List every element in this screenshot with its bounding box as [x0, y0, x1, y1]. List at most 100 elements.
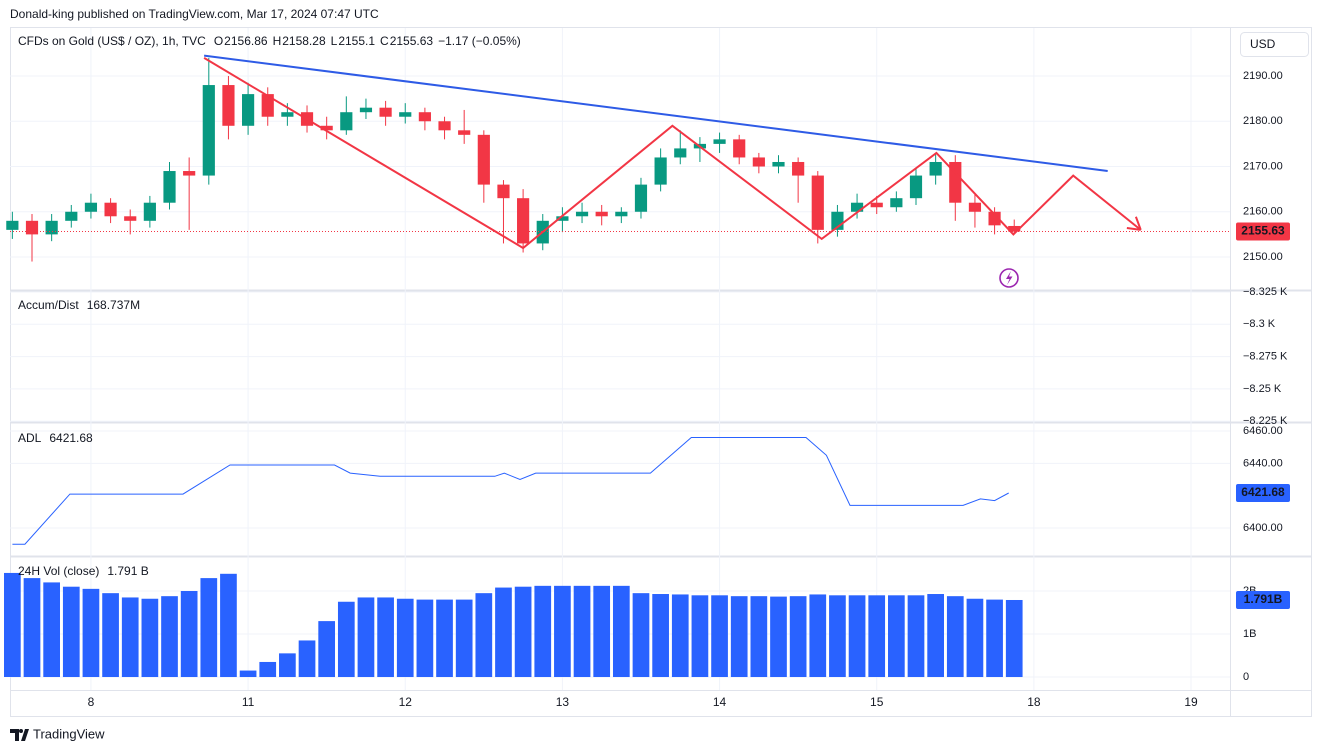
volume-bar — [711, 595, 728, 678]
candle-body — [25, 220, 39, 235]
legend-text: O — [214, 34, 223, 48]
tradingview-logo — [10, 729, 29, 741]
volume-bar — [652, 594, 669, 678]
volume-bar — [239, 670, 257, 678]
volume-bar — [573, 585, 591, 678]
volume-bar — [121, 597, 139, 678]
candle-body — [45, 220, 58, 235]
candle-body — [792, 161, 805, 176]
legend-text: H — [273, 34, 282, 48]
candle-body — [988, 211, 1001, 226]
volume-bar — [514, 586, 532, 678]
candle-body — [968, 202, 982, 212]
candle-body — [654, 157, 667, 185]
candle-body — [1008, 225, 1021, 232]
volume-bar — [416, 599, 434, 678]
candle-body — [575, 211, 589, 217]
x-tick-label: 18 — [1027, 695, 1041, 709]
logo-dot — [19, 729, 23, 733]
alert-circle — [999, 268, 1019, 288]
candle-body — [84, 202, 98, 212]
volume-bar — [396, 598, 414, 678]
volume-bar — [102, 593, 119, 678]
volume-bar — [593, 585, 611, 678]
y-tick-label: 6460.00 — [1243, 425, 1283, 437]
volume-bar — [43, 582, 60, 678]
price-axis-box — [1236, 483, 1290, 502]
candle-body — [477, 134, 490, 185]
volume-bar — [318, 621, 336, 678]
legend-text: Accum/Dist — [18, 298, 79, 312]
legend-text: 2155.1 — [338, 34, 375, 48]
y-tick-label: 2190.00 — [1243, 70, 1283, 82]
y-tick-label: −8.3 K — [1243, 318, 1276, 330]
volume-bar — [1005, 599, 1023, 678]
y-tick-label: 2150.00 — [1243, 251, 1283, 263]
candle-body — [615, 211, 628, 217]
candle-body — [811, 175, 824, 230]
candle-body — [458, 130, 471, 135]
volume-bar — [141, 598, 159, 678]
volume-bar — [770, 596, 787, 678]
x-tick-label: 13 — [556, 695, 570, 709]
volume-bar — [220, 573, 237, 678]
indicator-line — [12, 437, 1009, 545]
candle-body — [242, 94, 255, 126]
candle-body — [379, 107, 392, 117]
volume-bar — [259, 661, 277, 678]
candle-body — [143, 202, 156, 221]
brand-name: TradingView — [33, 726, 105, 741]
price-axis-box-label: 1.791B — [1244, 592, 1283, 606]
legend-text: 6421.68 — [49, 431, 93, 445]
volume-bar — [4, 572, 21, 678]
y-tick-label: 2160.00 — [1243, 206, 1283, 218]
y-tick-label: 0 — [1243, 671, 1249, 683]
currency-label: USD — [1250, 37, 1276, 51]
candle-body — [870, 202, 883, 208]
candle-body — [850, 202, 864, 212]
x-tick-label: 19 — [1184, 695, 1198, 709]
trendline — [203, 54, 1108, 172]
legend-text: L — [331, 34, 338, 48]
legend-text: C — [380, 34, 389, 48]
volume-bar — [907, 595, 925, 678]
candle-body — [359, 107, 373, 113]
candle-body — [497, 184, 510, 199]
volume-bar — [82, 588, 100, 678]
candle-body — [65, 211, 78, 221]
volume-bar — [161, 596, 178, 678]
candle-body — [595, 211, 608, 217]
candle-body — [556, 216, 569, 221]
currency-button[interactable] — [1240, 32, 1309, 57]
alert-icon[interactable] — [999, 268, 1019, 288]
logo-mark — [10, 729, 29, 741]
volume-bar — [298, 640, 316, 678]
volume-bar — [279, 653, 296, 678]
x-tick-label: 8 — [88, 695, 95, 709]
candle-body — [281, 112, 294, 117]
candle-body — [340, 112, 353, 131]
volume-bar — [809, 594, 827, 678]
candle-body — [890, 198, 903, 208]
candle-body — [104, 202, 117, 217]
candle-body — [261, 94, 274, 117]
volume-bar — [62, 586, 80, 678]
candle-body — [517, 198, 530, 244]
legend-text: 24H Vol (close) — [18, 564, 99, 578]
volume-bar — [691, 595, 709, 678]
candle-body — [713, 139, 726, 144]
volume-bar — [534, 585, 552, 678]
candle-body — [772, 161, 785, 167]
volume-bar — [671, 594, 689, 678]
candle-body — [399, 112, 412, 117]
legend-text: −1.17 (−0.05%) — [438, 34, 521, 48]
candle-body — [949, 161, 962, 203]
candle-body — [634, 184, 648, 212]
price-axis-box — [1236, 590, 1290, 609]
candle-body — [202, 85, 215, 176]
volume-bar — [180, 591, 198, 678]
volume-bar — [632, 593, 650, 678]
volume-bar — [23, 578, 41, 678]
legend-text: CFDs on Gold (US$ / OZ), 1h, TVC — [18, 34, 206, 48]
volume-bar — [946, 596, 964, 678]
